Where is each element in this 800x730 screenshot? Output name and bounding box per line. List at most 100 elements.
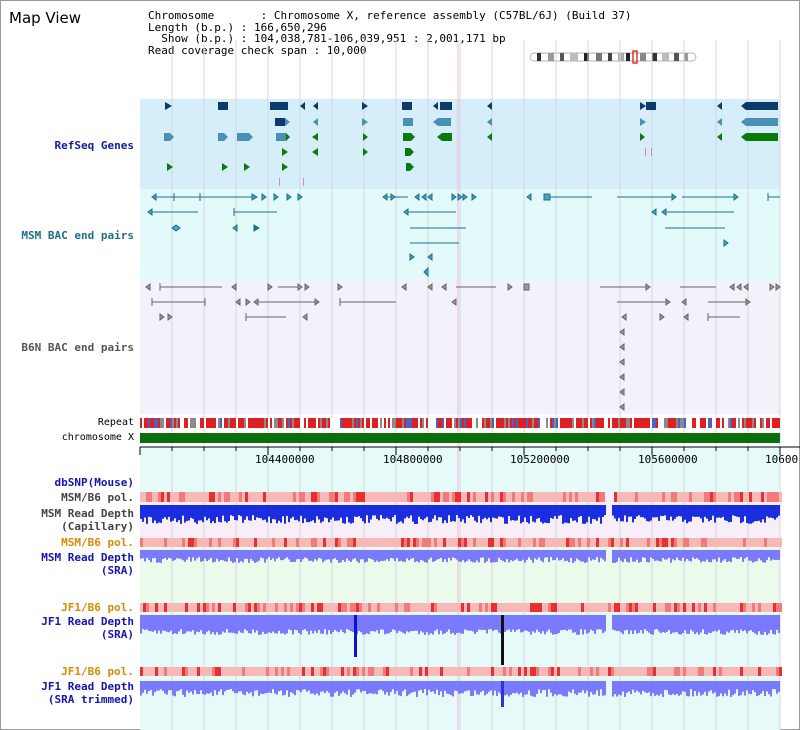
read-depth-bar — [222, 681, 224, 696]
read-depth-bar — [734, 681, 736, 694]
repeat-element — [754, 418, 756, 428]
polymorphism-marker — [461, 667, 464, 676]
read-depth-bar — [342, 550, 344, 560]
read-depth-bar — [530, 681, 532, 696]
b6n-bac-track-label[interactable]: B6N BAC end pairs — [21, 341, 134, 354]
read-depth-bar — [194, 550, 196, 561]
read-depth-bar — [264, 681, 266, 694]
read-depth-bar — [522, 615, 524, 632]
polymorphism-marker — [419, 538, 422, 547]
polymorphism-marker — [638, 492, 641, 502]
read-depth-bar — [220, 550, 222, 560]
repeat-element — [396, 418, 398, 428]
read-depth-bar — [536, 505, 538, 519]
polymorphism-marker — [302, 603, 305, 612]
b6n-bac-features[interactable] — [145, 283, 781, 411]
read-depth-bar — [618, 615, 620, 631]
polymorphism-marker — [698, 492, 701, 502]
read-depth-bar — [724, 550, 726, 560]
polymorphism-marker — [740, 603, 743, 612]
polymorphism-marker — [587, 492, 590, 502]
polymorphism-marker — [341, 538, 344, 547]
repeat-track[interactable] — [140, 418, 780, 428]
read-depth-bar — [478, 615, 480, 630]
polymorphism-marker — [734, 667, 737, 676]
polymorphism-marker — [284, 667, 287, 676]
polymorphism-marker — [332, 603, 335, 612]
read-depth-bar — [280, 681, 282, 691]
refseq-gene-features[interactable] — [164, 102, 778, 186]
read-depth-bar — [316, 550, 318, 561]
polymorphism-marker — [752, 538, 755, 547]
repeat-element — [218, 418, 220, 428]
read-depth-bar — [600, 550, 602, 558]
polymorphism-marker — [437, 603, 440, 612]
read-depth-bar — [674, 550, 676, 561]
polymorphism-marker — [212, 667, 215, 676]
repeat-element — [248, 418, 250, 428]
polymorphism-marker — [662, 538, 665, 547]
read-depth-bar — [592, 550, 594, 560]
refseq-track-label[interactable]: RefSeq Genes — [54, 139, 134, 152]
read-depth-bar — [412, 505, 414, 522]
dbsnp-track-label[interactable]: dbSNP(Mouse) — [54, 476, 134, 489]
polymorphism-marker — [140, 603, 143, 612]
polymorphism-marker — [428, 492, 431, 502]
polymorphism-marker — [254, 667, 257, 676]
read-depth-bar — [176, 550, 178, 559]
jf1-pol-label-2: JF1/B6 pol. — [61, 665, 134, 678]
read-depth-bar — [644, 681, 646, 693]
read-depth-bar — [380, 681, 382, 690]
read-depth-bar — [770, 681, 772, 697]
polymorphism-marker — [194, 667, 197, 676]
repeat-element — [634, 418, 636, 428]
read-depth-bar — [586, 550, 588, 563]
chromosome-bar[interactable] — [140, 433, 780, 443]
chromosome-ideogram[interactable] — [529, 50, 697, 64]
read-depth-bar — [336, 550, 338, 561]
read-depth-bar — [244, 681, 246, 696]
read-depth-bar — [246, 550, 248, 559]
read-depth-bar — [150, 615, 152, 632]
polymorphism-marker — [527, 538, 530, 547]
read-depth-bar — [650, 505, 652, 521]
read-depth-bar — [632, 505, 634, 523]
repeat-element — [372, 418, 374, 428]
read-depth-bar — [620, 681, 622, 696]
repeat-element — [348, 418, 350, 428]
read-depth-bar — [710, 615, 712, 634]
polymorphism-marker — [491, 492, 494, 502]
polymorphism-marker — [404, 492, 407, 502]
polymorphism-marker — [599, 538, 602, 547]
read-depth-bar — [504, 681, 506, 696]
polymorphism-marker — [608, 603, 611, 612]
read-depth-bar — [498, 681, 500, 693]
polymorphism-marker — [602, 667, 605, 676]
read-depth-bar — [728, 505, 730, 523]
polymorphism-marker — [359, 492, 362, 502]
read-depth-bar — [554, 615, 556, 635]
polymorphism-marker — [584, 492, 587, 502]
msm-bac-features[interactable] — [147, 193, 780, 278]
read-depth-bar — [770, 505, 772, 518]
polymorphism-marker — [344, 603, 347, 612]
read-depth-bar — [644, 505, 646, 519]
polymorphism-marker — [305, 603, 308, 612]
polymorphism-marker — [182, 667, 185, 676]
read-depth-bar — [648, 681, 650, 693]
read-depth-bar — [200, 681, 202, 691]
read-depth-bar — [674, 615, 676, 633]
read-depth-bar — [292, 505, 294, 517]
read-depth-bar — [604, 681, 606, 696]
read-depth-bar — [492, 681, 494, 696]
msm-bac-track-label[interactable]: MSM BAC end pairs — [21, 229, 134, 242]
polymorphism-marker — [752, 492, 755, 502]
polymorphism-marker — [704, 492, 707, 502]
read-depth-bar — [220, 681, 222, 690]
polymorphism-marker — [386, 667, 389, 676]
repeat-element — [596, 418, 598, 428]
read-depth-bar — [428, 615, 430, 635]
polymorphism-marker — [431, 538, 434, 547]
read-depth-bar — [506, 505, 508, 524]
